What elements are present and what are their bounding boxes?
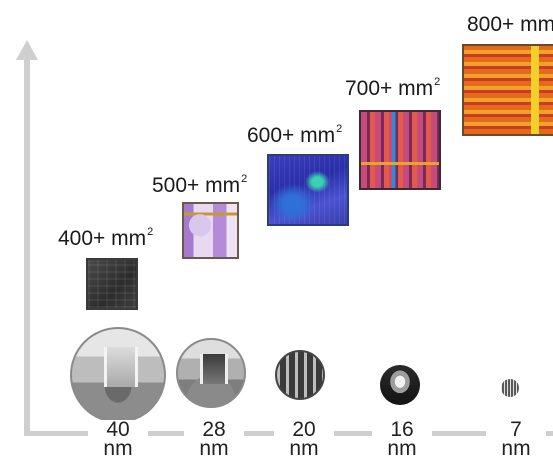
die-area-exponent: 2 <box>241 173 248 185</box>
die-area-text: 500+ mm <box>152 174 241 197</box>
node-label-7nm: 7 nm <box>486 418 546 460</box>
node-label-28nm: 28 nm <box>184 418 244 460</box>
die-area-label-500: 500+ mm2 <box>152 173 247 198</box>
transistor-image-28nm <box>176 338 246 408</box>
die-area-exponent: 2 <box>147 226 154 238</box>
transistor-gate <box>104 347 138 387</box>
die-image-700mm2 <box>359 110 441 190</box>
transistor-image-40nm <box>70 327 166 423</box>
up-arrow-icon <box>16 40 38 60</box>
transistor-gate <box>200 354 228 384</box>
die-image-500mm2 <box>182 202 239 259</box>
die-area-label-600: 600+ mm2 <box>247 123 342 148</box>
node-value: 40 <box>106 418 130 441</box>
die-area-label-400: 400+ mm2 <box>58 226 153 251</box>
die-image-600mm2 <box>267 154 349 226</box>
die-area-text: 600+ mm <box>247 124 336 147</box>
node-unit: nm <box>289 437 319 460</box>
node-value: 16 <box>390 418 414 441</box>
node-unit: nm <box>501 437 531 460</box>
node-unit: nm <box>387 437 417 460</box>
node-unit: nm <box>199 437 229 460</box>
die-area-text: 400+ mm <box>58 227 147 250</box>
die-area-label-800: 800+ mm2 <box>467 12 553 37</box>
node-value: 28 <box>202 418 226 441</box>
y-axis-line <box>24 56 30 436</box>
transistor-image-7nm <box>501 379 519 397</box>
node-label-20nm: 20 nm <box>274 418 334 460</box>
node-value: 7 <box>510 418 522 441</box>
die-area-text: 700+ mm <box>345 77 434 100</box>
die-area-exponent: 2 <box>434 76 441 88</box>
node-label-16nm: 16 nm <box>372 418 432 460</box>
die-area-label-700: 700+ mm2 <box>345 76 440 101</box>
transistor-image-20nm <box>275 350 325 400</box>
die-image-800mm2 <box>462 44 553 136</box>
die-area-text: 800+ mm <box>467 13 553 36</box>
node-unit: nm <box>103 437 133 460</box>
node-value: 20 <box>292 418 316 441</box>
die-area-exponent: 2 <box>336 123 343 135</box>
node-label-40nm: 40 nm <box>88 418 148 460</box>
die-image-400mm2 <box>86 258 138 310</box>
transistor-image-16nm <box>380 365 420 405</box>
